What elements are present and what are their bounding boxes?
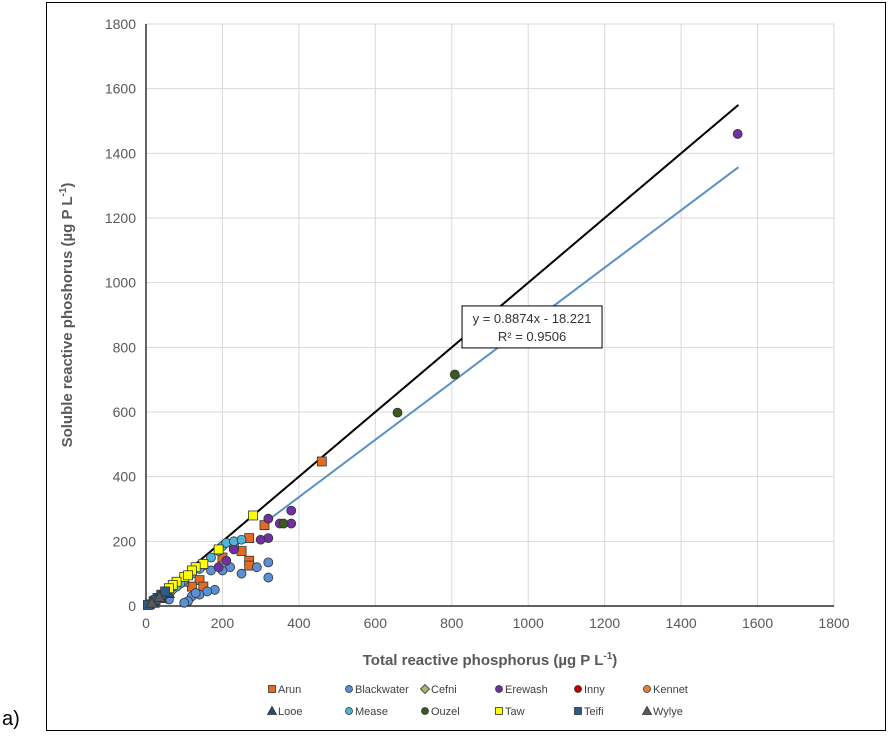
legend-label-blackwater: Blackwater [355,684,409,696]
legend-label-ouzel: Ouzel [431,706,460,718]
equation-box-border [461,305,603,349]
y-axis-label-end: ) [59,183,76,188]
data-point-blackwater [236,568,247,579]
x-axis-label-end: ) [612,652,617,669]
trend-line [145,104,740,607]
x-tick-label: 800 [440,615,464,631]
x-tick-label: 200 [211,615,235,631]
legend-marker-arun [268,685,276,693]
data-point-wylye [153,590,166,602]
legend-label-cefni: Cefni [431,684,457,696]
legend-marker-wylye [641,705,653,715]
data-point-ouzel [278,518,289,529]
legend-label-teifi: Teifi [584,706,604,718]
x-tick-label: 1800 [818,615,849,631]
x-tick-label: 1200 [589,615,620,631]
data-point-erewash [732,129,743,139]
legend-label-taw: Taw [505,706,525,718]
data-point-blackwater [179,597,190,608]
data-point-taw [213,544,224,555]
data-point-mease [236,534,247,545]
equation-box: y = 0.8874x - 18.221 R² = 0.9506 [461,305,603,349]
legend-marker-inny [574,685,582,693]
data-points [143,129,743,610]
y-tick-label: 200 [113,533,137,549]
data-point-teifi [160,586,171,597]
figure-frame [46,2,886,731]
y-tick-label: 800 [113,339,137,355]
data-point-erewash [213,562,224,573]
y-tick-label: 400 [113,469,137,485]
legend-marker-ouzel [421,707,429,715]
legend-marker-mease [345,707,353,715]
x-tick-label: 0 [142,615,150,631]
data-point-blackwater [263,572,274,583]
data-point-wylye [145,596,158,608]
legend-marker-looe [266,705,278,715]
data-point-ouzel [449,369,460,380]
data-point-erewash [229,544,239,555]
tick-labels: 0 200 400 600 800 1000 1200 1400 1600 1800 0 200 400… [105,16,850,631]
y-tick-label: 1400 [105,145,136,161]
x-tick-label: 1600 [742,615,773,631]
x-axis-label-main: Total reactive phosphorus (µg P L [363,652,604,669]
data-point-ouzel [392,407,403,418]
legend-label-inny: Inny [584,684,605,696]
data-point-erewash [221,555,232,566]
y-tick-label: 1800 [105,16,136,32]
legend-marker-erewash [495,685,503,693]
x-axis-label-sup: -1 [603,651,612,662]
data-point-erewash [286,505,297,516]
x-tick-label: 1000 [513,615,544,631]
x-tick-label: 1400 [666,615,697,631]
data-point-mease [206,552,216,563]
x-tick-label: 600 [364,615,388,631]
legend-label-mease: Mease [355,706,388,718]
data-point-erewash [263,513,274,524]
y-axis-label: Soluble reactive phoshorus (µg P L-1) [58,183,76,448]
data-point-taw [183,570,193,581]
legend-label-wylye: Wylye [653,706,683,718]
equation-text: y = 0.8874x - 18.221 [473,311,592,326]
regression-lines [145,104,740,607]
data-point-erewash [255,534,266,545]
x-axis-label: Total reactive phosphorus (µg P L-1) [363,651,618,669]
data-point-blackwater [251,562,262,573]
x-tick-label: 400 [287,615,311,631]
legend-label-kennet: Kennet [653,684,688,696]
y-tick-label: 600 [113,404,137,420]
y-tick-label: 1000 [105,275,136,291]
panel-label: a) [2,708,20,730]
y-axis-label-sup: -1 [58,187,69,196]
data-point-blackwater [190,588,201,598]
axes [145,24,834,607]
y-tick-label: 1600 [105,81,136,97]
data-point-taw [248,510,258,521]
legend-marker-blackwater [345,685,353,693]
legend-label-arun: Arun [278,684,301,696]
legend-marker-cefni [419,683,431,695]
data-point-arun [316,456,327,467]
legend-marker-teifi [574,707,582,715]
legend-marker-kennet [643,685,651,693]
legend-label-erewash: Erewash [505,684,548,696]
r-squared-text: R² = 0.9506 [498,329,566,344]
y-axis-label-main: Soluble reactive phoshorus (µg P L [59,196,76,447]
grid [146,23,835,606]
legend-marker-taw [495,707,503,715]
data-point-blackwater [263,557,274,568]
y-tick-label: 1200 [105,210,136,226]
legend-label-looe: Looe [278,706,302,718]
y-tick-label: 0 [128,598,136,614]
legend: Arun Blackwater Cefni Erewash Inny Kennet Looe… [266,683,688,718]
